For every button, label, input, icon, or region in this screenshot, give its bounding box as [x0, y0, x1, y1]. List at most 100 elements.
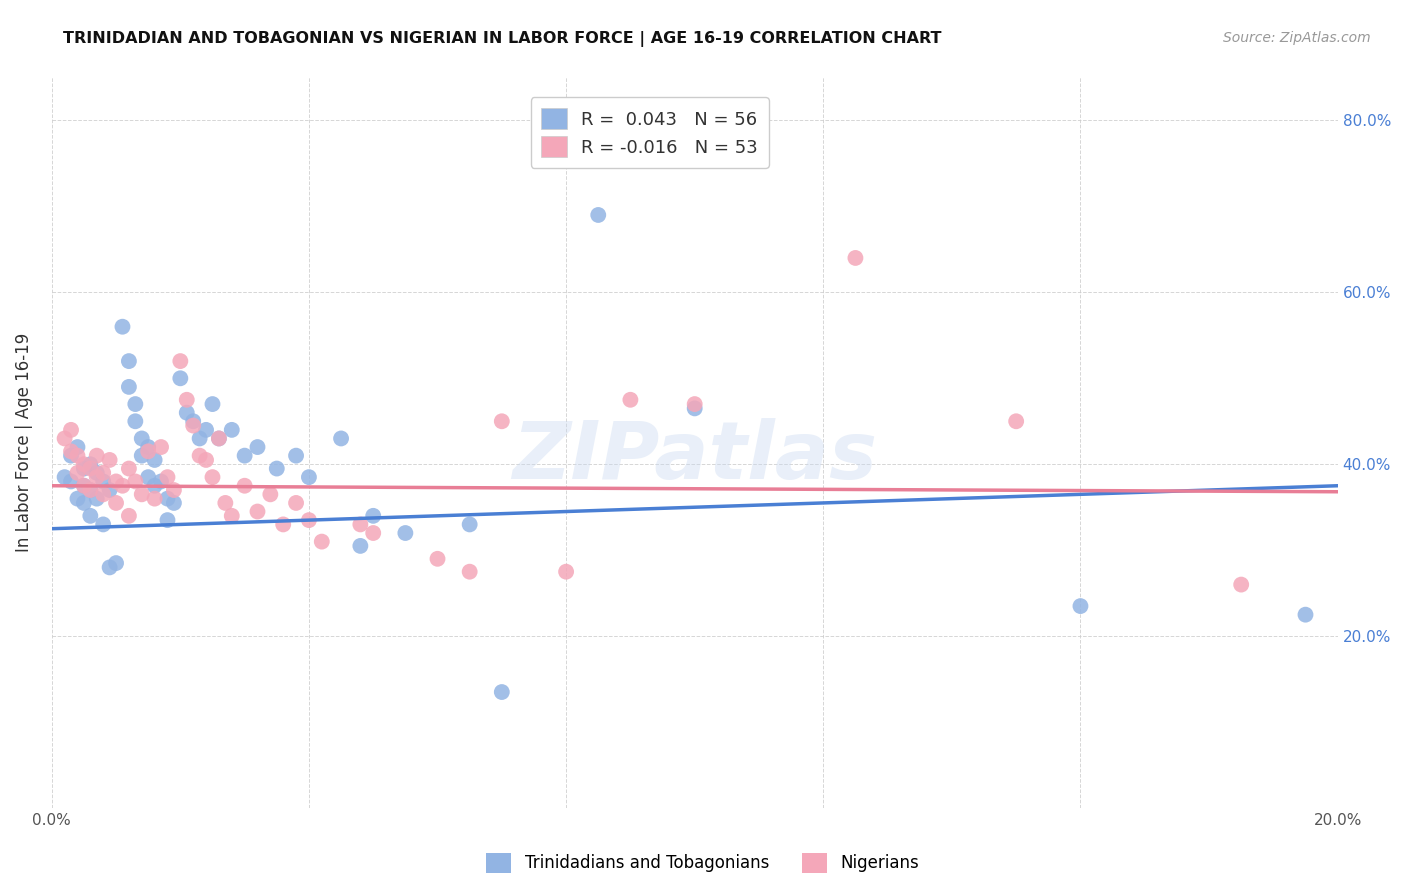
Point: [131, 449, 153, 463]
Point: [91, 475, 114, 489]
Point: [233, 479, 256, 493]
Point: [163, 496, 186, 510]
Point: [118, 354, 141, 368]
Point: [105, 496, 128, 510]
Point: [66, 440, 89, 454]
Point: [136, 444, 159, 458]
Point: [188, 449, 211, 463]
Point: [60, 449, 83, 463]
Y-axis label: In Labor Force | Age 16-19: In Labor Force | Age 16-19: [15, 333, 32, 552]
Point: [86, 466, 108, 480]
Point: [298, 470, 321, 484]
Point: [163, 483, 186, 497]
Point: [79, 483, 101, 497]
Point: [169, 371, 191, 385]
Text: Source: ZipAtlas.com: Source: ZipAtlas.com: [1223, 31, 1371, 45]
Point: [361, 526, 384, 541]
Point: [73, 457, 96, 471]
Text: TRINIDADIAN AND TOBAGONIAN VS NIGERIAN IN LABOR FORCE | AGE 16-19 CORRELATION CH: TRINIDADIAN AND TOBAGONIAN VS NIGERIAN I…: [63, 31, 942, 47]
Point: [311, 534, 333, 549]
Point: [66, 466, 89, 480]
Point: [105, 475, 128, 489]
Point: [111, 319, 134, 334]
Point: [86, 449, 108, 463]
Point: [285, 496, 308, 510]
Point: [60, 444, 83, 458]
Point: [150, 475, 173, 489]
Point: [79, 461, 101, 475]
Point: [60, 423, 83, 437]
Point: [176, 406, 198, 420]
Point: [66, 449, 89, 463]
Point: [143, 491, 166, 506]
Point: [169, 354, 191, 368]
Point: [394, 526, 416, 541]
Point: [201, 470, 224, 484]
Point: [98, 483, 121, 497]
Point: [208, 432, 231, 446]
Point: [349, 517, 371, 532]
Point: [201, 397, 224, 411]
Point: [221, 508, 243, 523]
Point: [195, 453, 218, 467]
Point: [285, 449, 308, 463]
Point: [195, 423, 218, 437]
Point: [131, 432, 153, 446]
Point: [330, 432, 353, 446]
Point: [79, 457, 101, 471]
Point: [266, 461, 288, 475]
Point: [426, 551, 449, 566]
Point: [156, 513, 179, 527]
Point: [361, 508, 384, 523]
Point: [246, 440, 269, 454]
Point: [619, 392, 641, 407]
Point: [844, 251, 866, 265]
Point: [555, 565, 578, 579]
Point: [1295, 607, 1317, 622]
Point: [73, 496, 96, 510]
Text: ZIPatlas: ZIPatlas: [512, 418, 877, 496]
Point: [91, 517, 114, 532]
Point: [118, 380, 141, 394]
Point: [1230, 577, 1253, 591]
Point: [298, 513, 321, 527]
Point: [156, 470, 179, 484]
Point: [124, 475, 146, 489]
Point: [118, 508, 141, 523]
Point: [188, 432, 211, 446]
Legend: R =  0.043   N = 56, R = -0.016   N = 53: R = 0.043 N = 56, R = -0.016 N = 53: [530, 97, 769, 168]
Point: [124, 414, 146, 428]
Point: [79, 508, 101, 523]
Point: [131, 487, 153, 501]
Point: [143, 453, 166, 467]
Point: [98, 560, 121, 574]
Point: [66, 491, 89, 506]
Point: [98, 453, 121, 467]
Point: [349, 539, 371, 553]
Point: [124, 397, 146, 411]
Point: [91, 466, 114, 480]
Point: [91, 487, 114, 501]
Point: [111, 479, 134, 493]
Point: [271, 517, 294, 532]
Point: [458, 565, 481, 579]
Point: [73, 479, 96, 493]
Point: [221, 423, 243, 437]
Point: [86, 470, 108, 484]
Point: [105, 556, 128, 570]
Point: [683, 397, 706, 411]
Point: [181, 414, 204, 428]
Point: [176, 392, 198, 407]
Point: [136, 440, 159, 454]
Point: [683, 401, 706, 416]
Point: [233, 449, 256, 463]
Point: [586, 208, 609, 222]
Point: [53, 432, 76, 446]
Point: [259, 487, 281, 501]
Point: [60, 475, 83, 489]
Point: [150, 440, 173, 454]
Point: [181, 418, 204, 433]
Point: [118, 461, 141, 475]
Point: [143, 479, 166, 493]
Point: [1069, 599, 1091, 613]
